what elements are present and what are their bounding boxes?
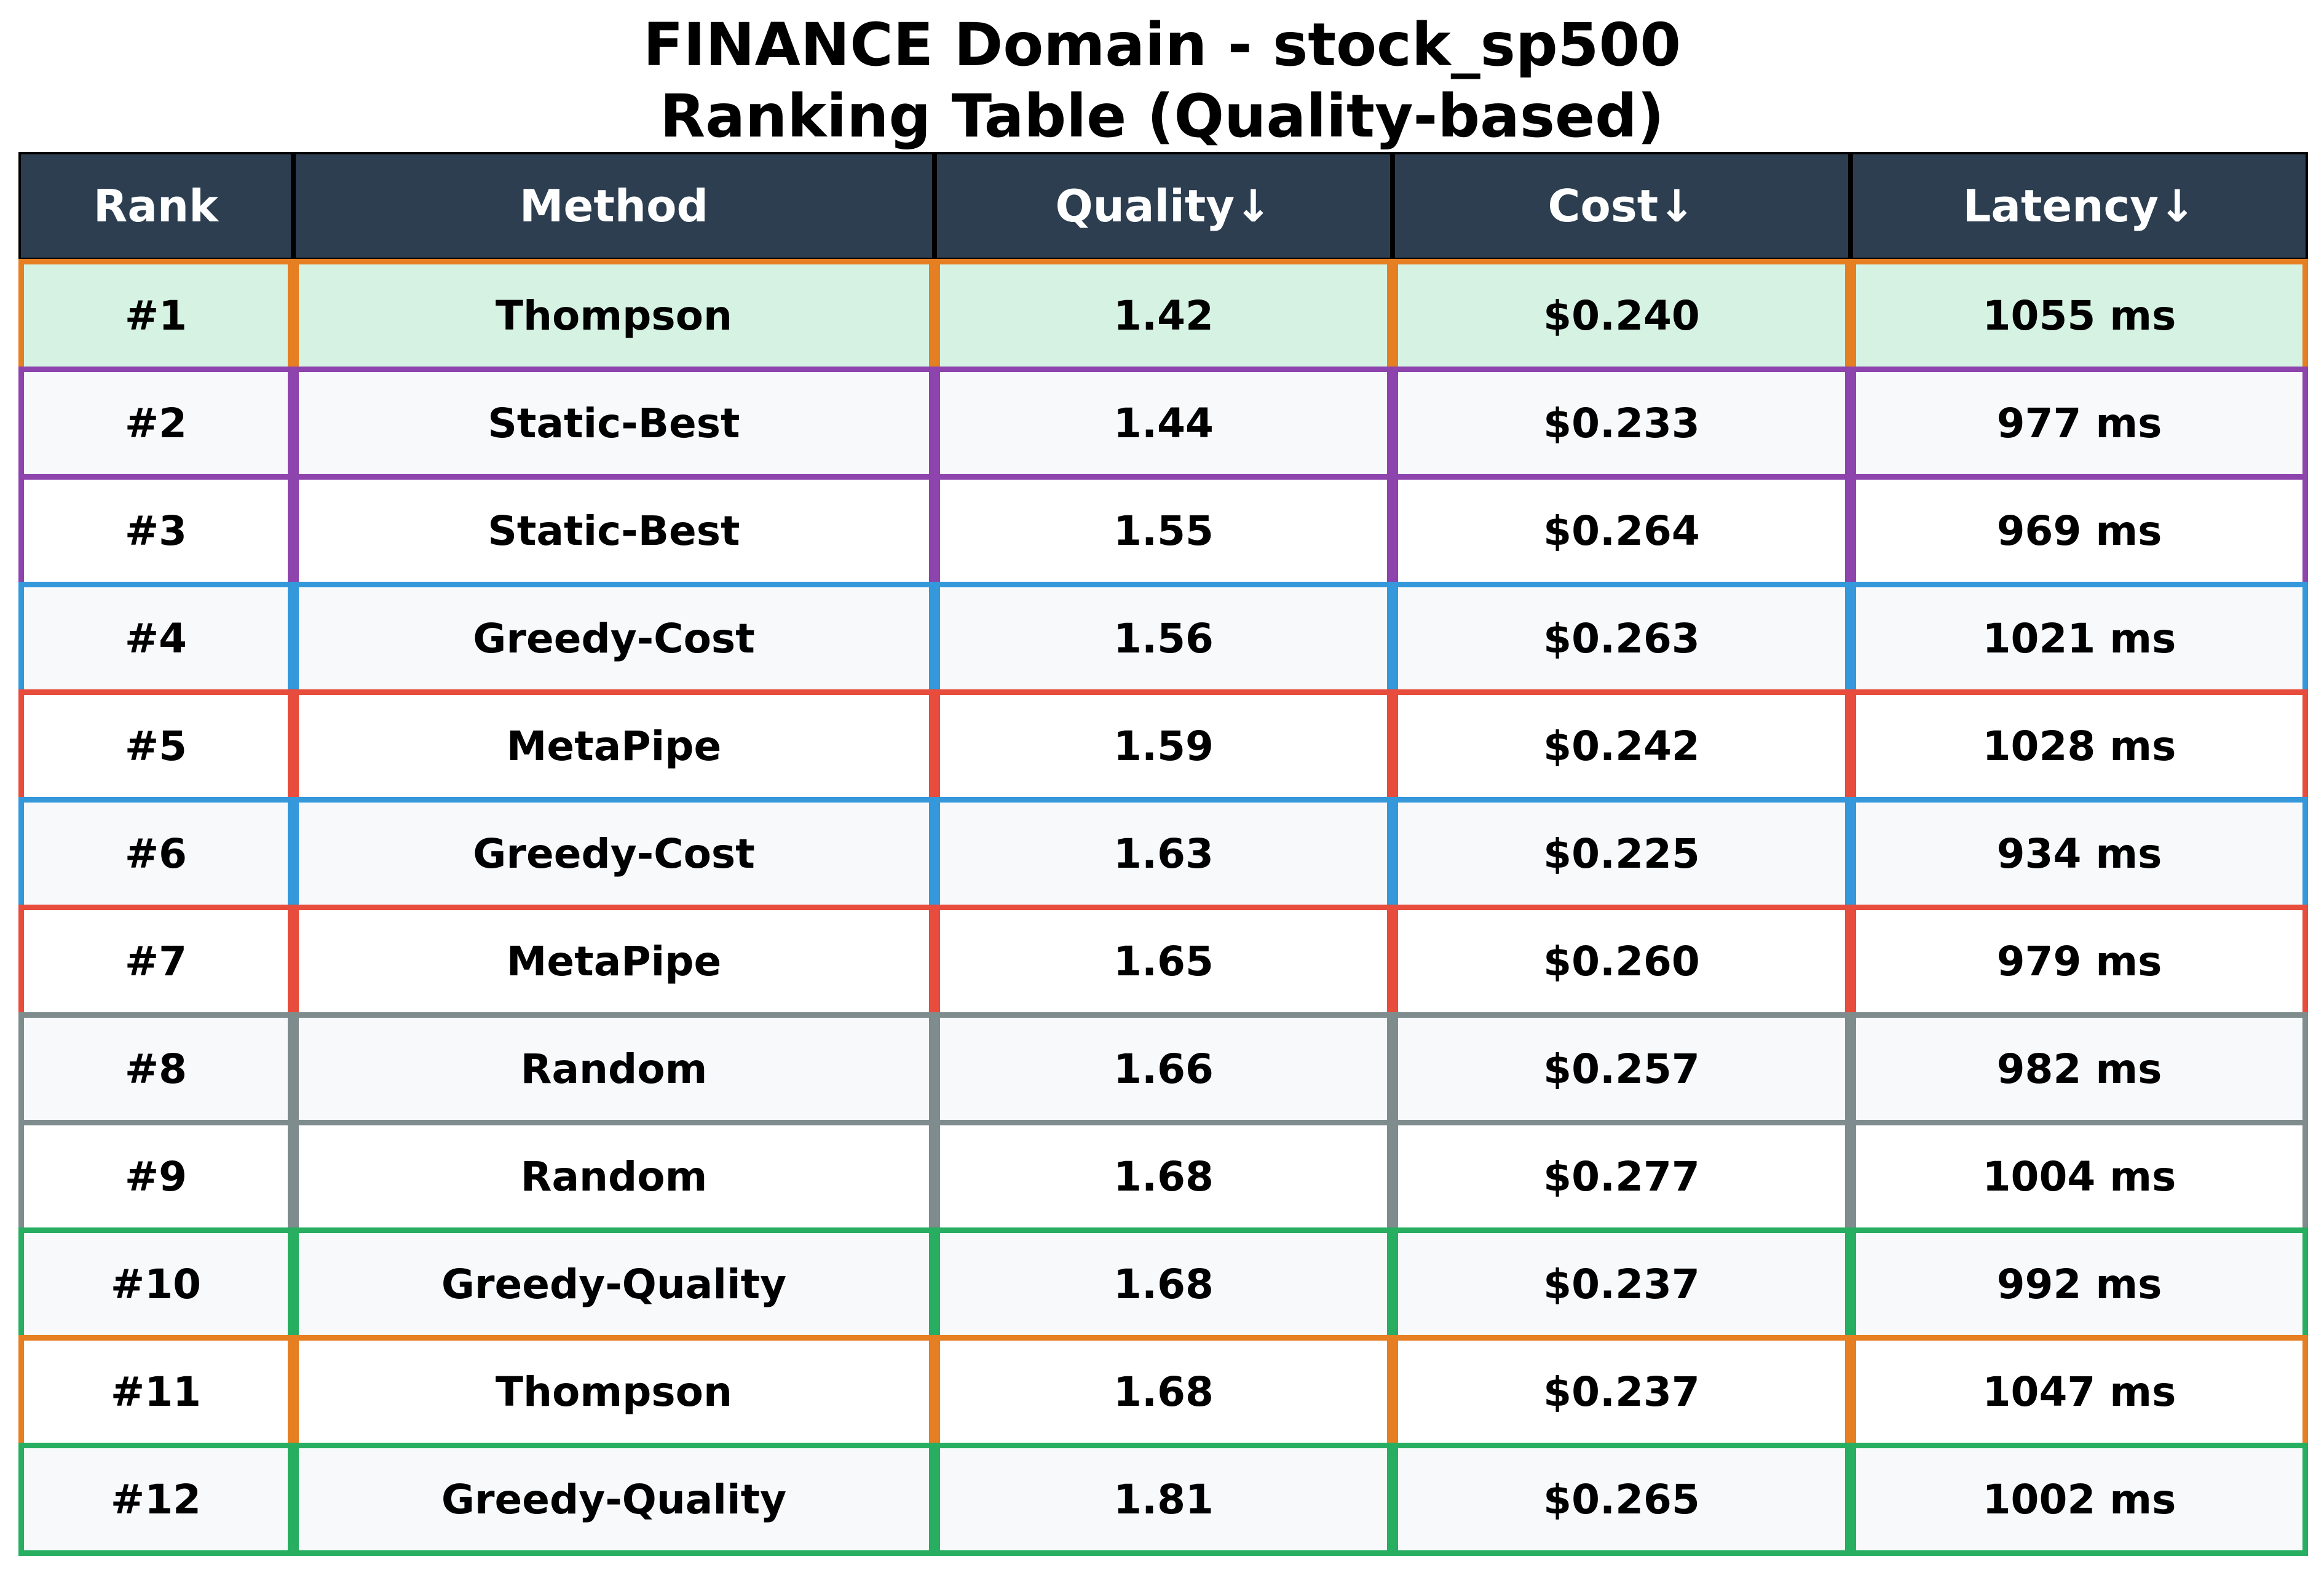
cell-method: MetaPipe — [293, 689, 935, 803]
cell-rank: #3 — [18, 474, 293, 587]
header-rank: Rank — [18, 152, 293, 260]
cell-rank: #10 — [18, 1227, 293, 1341]
header-cost: Cost↓ — [1393, 152, 1851, 260]
cell-latency: 977 ms — [1851, 367, 2308, 480]
cell-cost: $0.233 — [1393, 367, 1851, 480]
cell-method: Greedy-Cost — [293, 582, 935, 695]
cell-cost: $0.237 — [1393, 1227, 1851, 1341]
cell-latency: 982 ms — [1851, 1012, 2308, 1125]
cell-method: MetaPipe — [293, 905, 935, 1018]
cell-quality: 1.59 — [935, 689, 1393, 803]
cell-quality: 1.68 — [935, 1227, 1393, 1341]
cell-quality: 1.56 — [935, 582, 1393, 695]
cell-method: Static-Best — [293, 474, 935, 587]
cell-latency: 934 ms — [1851, 797, 2308, 910]
cell-method: Random — [293, 1012, 935, 1125]
cell-rank: #5 — [18, 689, 293, 803]
cell-rank: #2 — [18, 367, 293, 480]
cell-cost: $0.265 — [1393, 1443, 1851, 1556]
cell-cost: $0.263 — [1393, 582, 1851, 695]
cell-rank: #9 — [18, 1120, 293, 1233]
cell-method: Thompson — [293, 259, 935, 372]
cell-method: Static-Best — [293, 367, 935, 480]
cell-cost: $0.257 — [1393, 1012, 1851, 1125]
cell-latency: 1021 ms — [1851, 582, 2308, 695]
cell-cost: $0.240 — [1393, 259, 1851, 372]
cell-quality: 1.81 — [935, 1443, 1393, 1556]
cell-quality: 1.42 — [935, 259, 1393, 372]
cell-latency: 969 ms — [1851, 474, 2308, 587]
cell-rank: #11 — [18, 1335, 293, 1448]
ranking-table: Rank Method Quality↓ Cost↓ Latency↓ #1 Thompso… — [18, 152, 2308, 1556]
cell-quality: 1.66 — [935, 1012, 1393, 1125]
cell-quality: 1.44 — [935, 367, 1393, 480]
header-latency: Latency↓ — [1851, 152, 2308, 260]
header-quality: Quality↓ — [935, 152, 1393, 260]
cell-quality: 1.68 — [935, 1335, 1393, 1448]
cell-quality: 1.68 — [935, 1120, 1393, 1233]
cell-cost: $0.242 — [1393, 689, 1851, 803]
cell-latency: 992 ms — [1851, 1227, 2308, 1341]
cell-rank: #8 — [18, 1012, 293, 1125]
cell-rank: #7 — [18, 905, 293, 1018]
cell-quality: 1.65 — [935, 905, 1393, 1018]
cell-quality: 1.63 — [935, 797, 1393, 910]
cell-cost: $0.225 — [1393, 797, 1851, 910]
cell-rank: #1 — [18, 259, 293, 372]
cell-cost: $0.237 — [1393, 1335, 1851, 1448]
cell-method: Greedy-Quality — [293, 1227, 935, 1341]
cell-cost: $0.260 — [1393, 905, 1851, 1018]
cell-method: Thompson — [293, 1335, 935, 1448]
header-method: Method — [293, 152, 935, 260]
cell-rank: #12 — [18, 1443, 293, 1556]
chart-title-line-1: FINANCE Domain - stock_sp500 — [642, 10, 1682, 79]
chart-title-line-2: Ranking Table (Quality-based) — [660, 82, 1664, 151]
cell-latency: 979 ms — [1851, 905, 2308, 1018]
cell-latency: 1028 ms — [1851, 689, 2308, 803]
cell-latency: 1004 ms — [1851, 1120, 2308, 1233]
cell-method: Random — [293, 1120, 935, 1233]
cell-rank: #4 — [18, 582, 293, 695]
cell-method: Greedy-Quality — [293, 1443, 935, 1556]
cell-latency: 1047 ms — [1851, 1335, 2308, 1448]
cell-latency: 1002 ms — [1851, 1443, 2308, 1556]
cell-cost: $0.264 — [1393, 474, 1851, 587]
cell-latency: 1055 ms — [1851, 259, 2308, 372]
cell-rank: #6 — [18, 797, 293, 910]
cell-method: Greedy-Cost — [293, 797, 935, 910]
cell-quality: 1.55 — [935, 474, 1393, 587]
cell-cost: $0.277 — [1393, 1120, 1851, 1233]
